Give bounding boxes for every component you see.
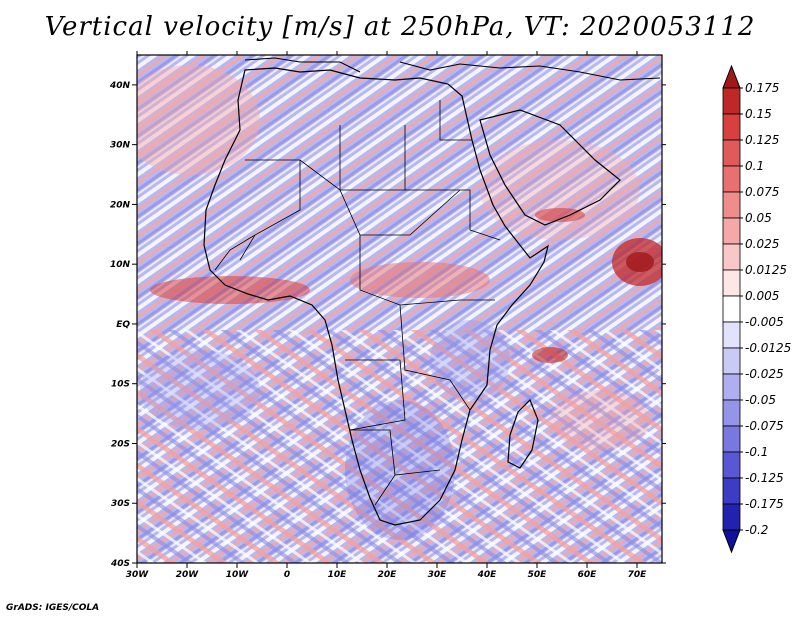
- lat-tick-label: EQ: [116, 320, 130, 330]
- lon-tick-label: 30E: [428, 570, 448, 580]
- colorbar-label: 0.075: [745, 185, 779, 199]
- colorbar-label: -0.125: [745, 471, 784, 485]
- madagascar-coastline: [507, 398, 539, 469]
- lon-tick-label: 70E: [628, 570, 648, 580]
- lon-tick-label: 60E: [578, 570, 598, 580]
- lat-tick-label: 10N: [110, 260, 131, 270]
- map-frame: [136, 54, 663, 564]
- colorbar-label: -0.075: [745, 419, 784, 433]
- arabia-coastline: [479, 109, 621, 226]
- lat-tick-label: 20N: [110, 200, 131, 210]
- colorbar-box: [722, 425, 741, 453]
- lon-tick-label: 10E: [328, 570, 348, 580]
- colorbar-box: [722, 399, 741, 427]
- lon-tick-label: 50E: [528, 570, 548, 580]
- lat-tick-label: 30S: [111, 499, 130, 509]
- colorbar-top-triangle: [722, 64, 741, 89]
- colorbar-box: [722, 451, 741, 479]
- colorbar-label: 0.15: [745, 107, 772, 121]
- colorbar-box: [722, 347, 741, 375]
- lon-tick-label: 10W: [226, 570, 250, 580]
- colorbar-box: [722, 477, 741, 505]
- africa-coastline: [203, 67, 549, 526]
- colorbar-box: [722, 87, 741, 115]
- colorbar-label: -0.0125: [745, 341, 791, 355]
- colorbar-box: [722, 191, 741, 219]
- colorbar-box: [722, 165, 741, 193]
- colorbar-label: -0.025: [745, 367, 784, 381]
- colorbar-label: -0.1: [745, 445, 768, 459]
- country-borders: [214, 100, 501, 506]
- colorbar-label: 0.005: [745, 289, 779, 303]
- colorbar-box: [722, 321, 741, 349]
- colorbar: 0.175 0.15 0.125 0.1 0.075 0.05 0.025 0.0125 0.0…: [722, 64, 791, 554]
- colorbar-label: 0.1: [745, 159, 764, 173]
- colorbar-box: [722, 139, 741, 167]
- map-title: Vertical velocity [m/s] at 250hPa, VT: 2…: [44, 12, 756, 42]
- colorbar-box: [722, 269, 741, 297]
- colorbar-label: -0.2: [745, 523, 768, 537]
- colorbar-box: [722, 295, 741, 323]
- colorbar-box: [722, 113, 741, 141]
- colorbar-label: 0.025: [745, 237, 779, 251]
- lon-tick-label: 0: [284, 570, 290, 580]
- colorbar-bottom-triangle: [722, 529, 741, 554]
- colorbar-label: -0.005: [745, 315, 784, 329]
- colorbar-box: [722, 243, 741, 271]
- lon-tick-label: 30W: [126, 570, 150, 580]
- lon-tick-label: 20W: [176, 570, 200, 580]
- europe-coastline: [244, 57, 661, 81]
- colorbar-box: [722, 373, 741, 401]
- colorbar-box: [722, 217, 741, 245]
- grads-credit: GrADS: IGES/COLA: [6, 603, 100, 613]
- lat-tick-label: 30N: [110, 141, 131, 151]
- colorbar-label: 0.175: [745, 81, 779, 95]
- colorbar-label: 0.05: [745, 211, 772, 225]
- shaded-field: [137, 55, 662, 563]
- lon-tick-label: 20E: [378, 570, 398, 580]
- lat-tick-label: 10S: [111, 380, 130, 390]
- lat-tick-label: 40S: [110, 559, 130, 569]
- colorbar-label: -0.175: [745, 497, 784, 511]
- colorbar-label: -0.05: [745, 393, 776, 407]
- lat-tick-label: 40N: [109, 81, 131, 91]
- colorbar-label: 0.0125: [745, 263, 787, 277]
- colorbar-label: 0.125: [745, 133, 779, 147]
- lat-tick-label: 20S: [111, 439, 130, 449]
- lon-tick-label: 40E: [477, 570, 498, 580]
- axis-ticks: 30W 20W 10W 0 10E 20E 30E 40E 50E 60E 70E 40N 30N 20N…: [109, 51, 666, 580]
- colorbar-box: [722, 503, 741, 531]
